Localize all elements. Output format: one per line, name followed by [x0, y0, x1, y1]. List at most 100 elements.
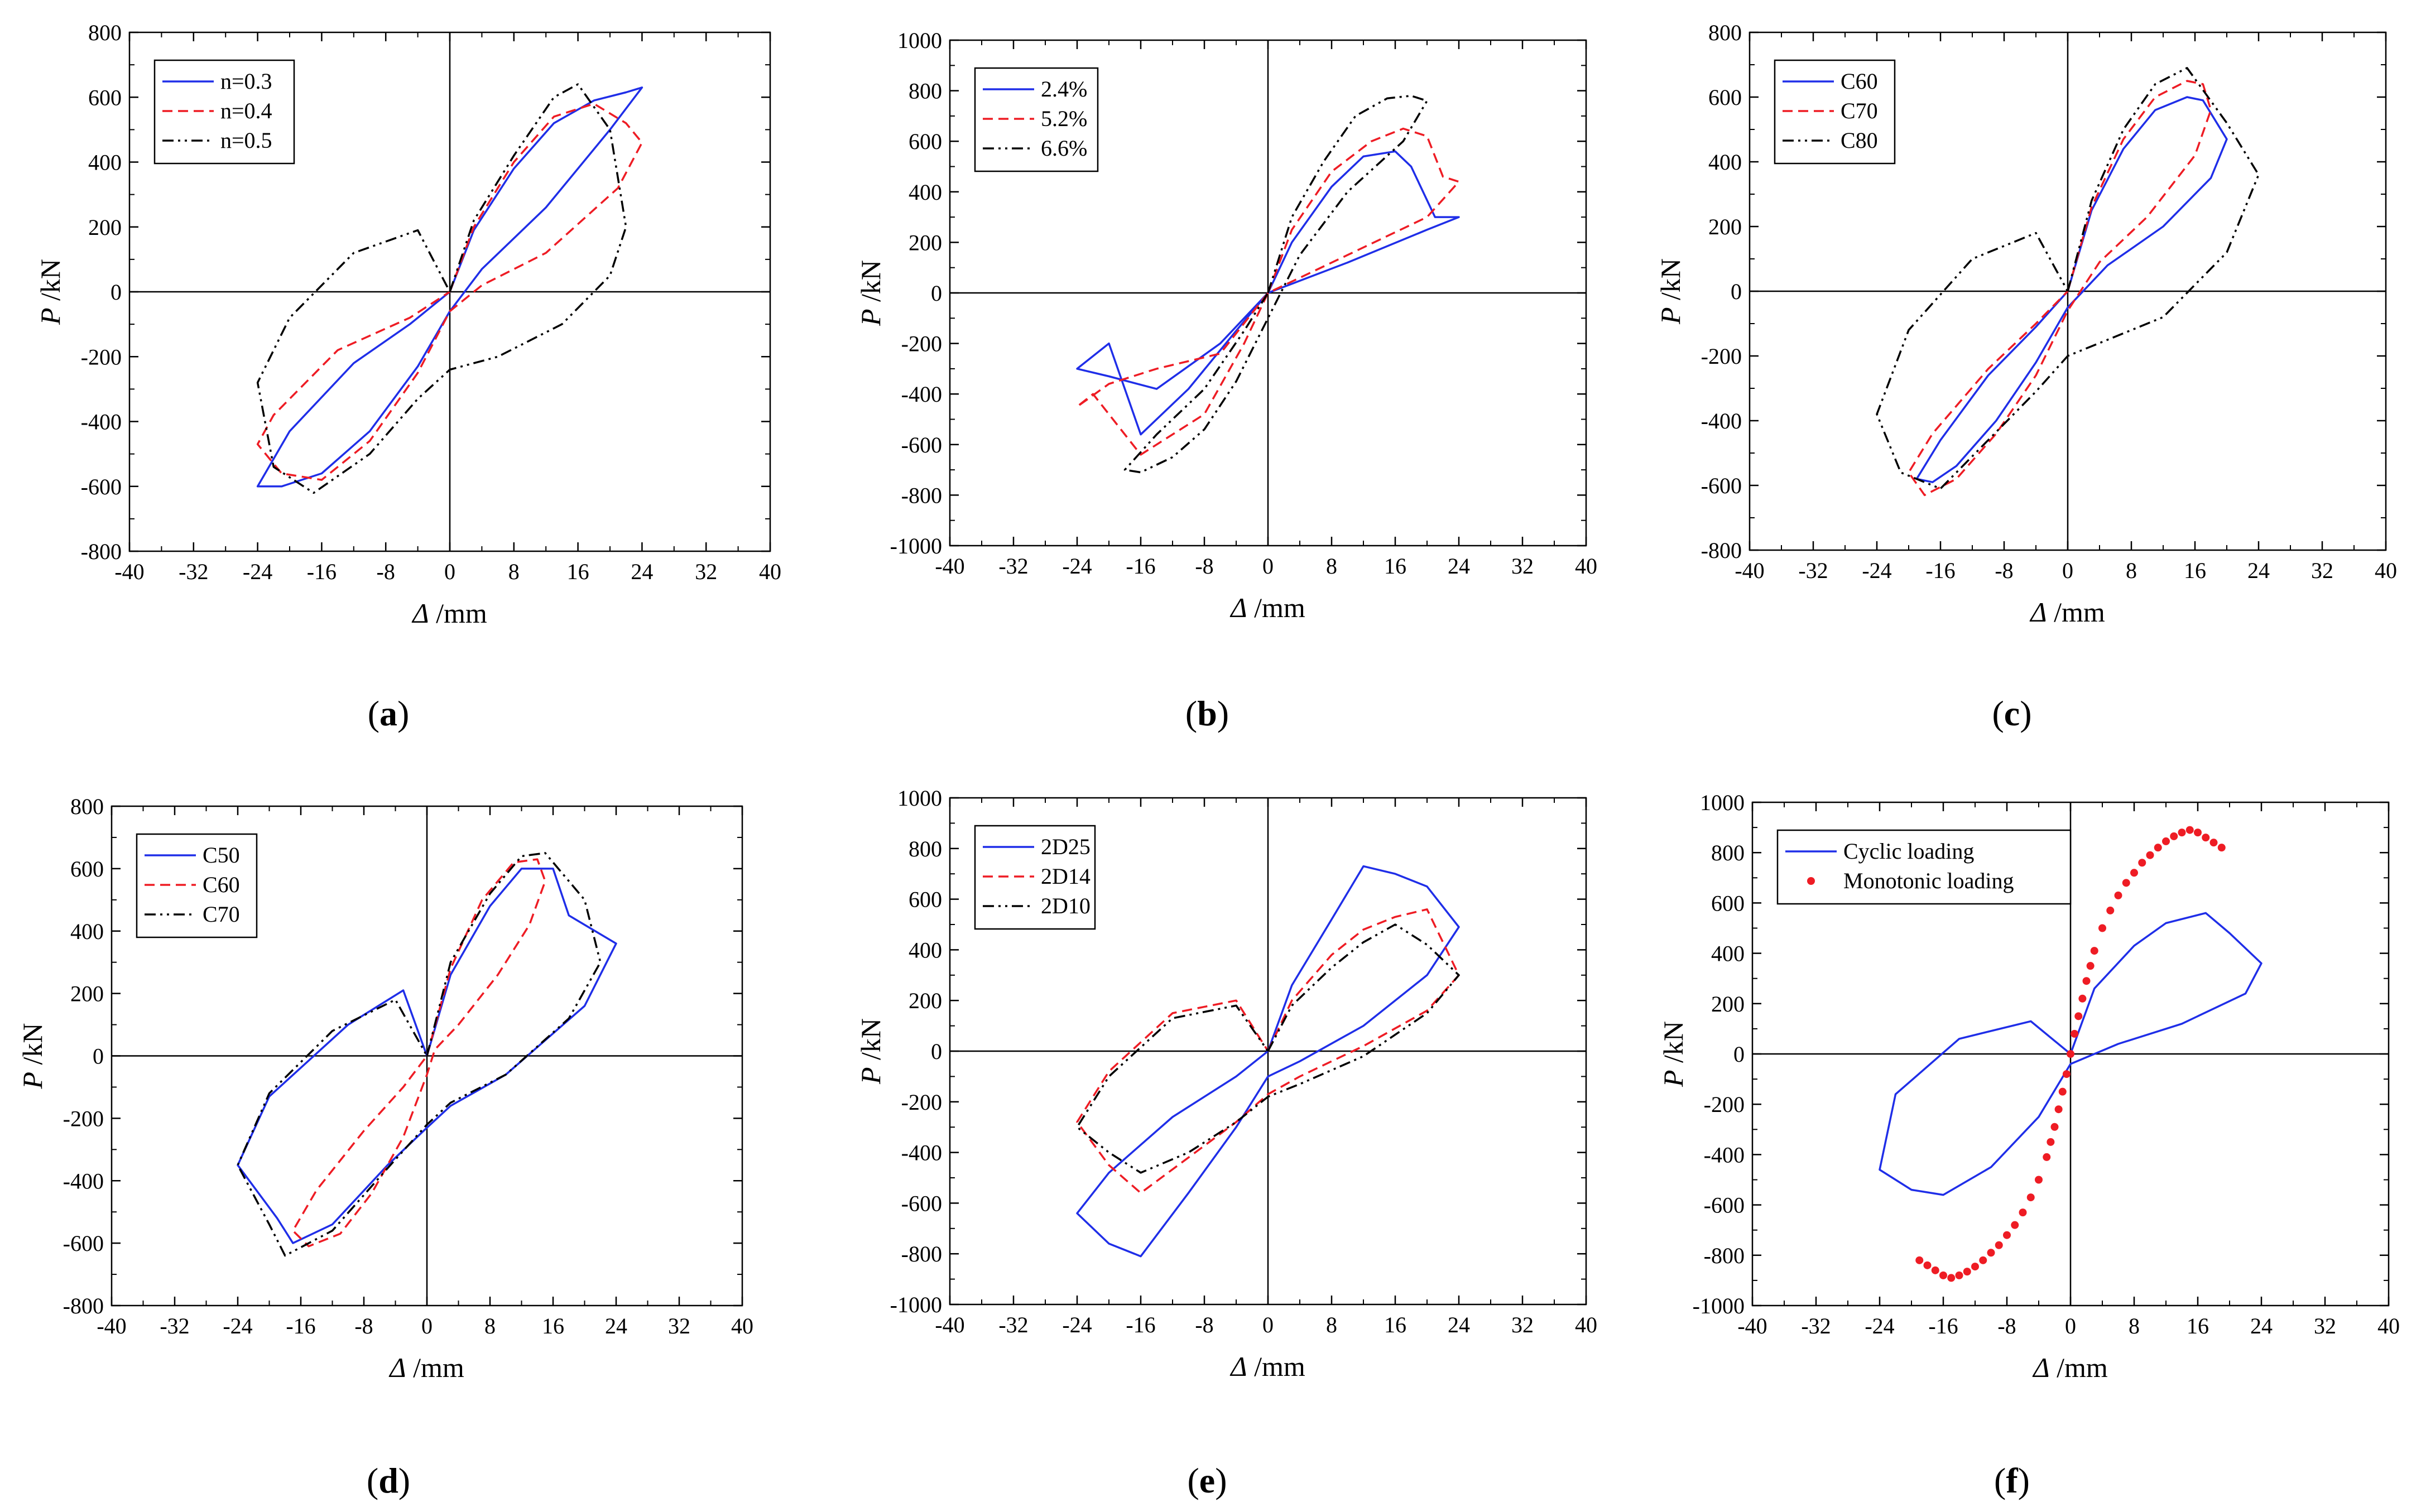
- x-tick-label: 16: [2184, 558, 2206, 583]
- panel-b: -40 -32 -24 -16 -8 0 8 16 24 32 40 -1000 -800 -600 -40…: [855, 28, 1597, 623]
- y-tick-label: -600: [901, 1191, 942, 1216]
- data-point: [1947, 1274, 1956, 1282]
- y-tick-label: 0: [93, 1044, 104, 1069]
- x-tick-label: 24: [1448, 1312, 1470, 1337]
- y-tick-label: 800: [1708, 20, 1742, 45]
- series-2-line: [256, 83, 627, 494]
- y-axis-symbol: P: [1655, 307, 1686, 325]
- data-point: [2154, 844, 2162, 852]
- data-point: [1955, 1271, 1963, 1279]
- x-tick-label: -24: [1865, 1313, 1894, 1338]
- paren-open: (: [1994, 1461, 2006, 1500]
- paren-close: ): [2020, 694, 2031, 733]
- y-tick-label: 200: [88, 215, 122, 240]
- y-axis-symbol: P: [855, 1067, 886, 1085]
- x-tick-label: -8: [354, 1313, 373, 1338]
- x-axis-unit: /mm: [2047, 596, 2105, 628]
- x-axis-symbol: Δ: [2032, 1352, 2049, 1383]
- data-point: [2098, 924, 2106, 932]
- data-point: [2146, 851, 2154, 859]
- x-tick-label: -24: [243, 559, 272, 584]
- y-tick-label: -800: [901, 1241, 942, 1267]
- y-tick-label: -600: [81, 474, 122, 499]
- y-tick-label: -800: [901, 483, 942, 508]
- y-tick-label: 800: [909, 79, 942, 104]
- x-tick-label: 24: [1448, 553, 1470, 579]
- x-tick-label: -40: [935, 553, 964, 579]
- data-point: [2217, 844, 2226, 852]
- y-tick-label: 1000: [1700, 790, 1745, 815]
- y-tick-label: -1000: [890, 1292, 942, 1317]
- paren-open: (: [1185, 694, 1197, 733]
- x-tick-label: 0: [444, 559, 455, 584]
- y-tick-label: -400: [63, 1168, 104, 1193]
- legend-label: n=0.3: [220, 69, 272, 94]
- data-point: [2209, 839, 2218, 847]
- series-2-line: [1123, 94, 1428, 474]
- y-tick-label: -1000: [890, 533, 942, 558]
- y-tick-label: 400: [70, 919, 104, 944]
- y-tick-label: -400: [1701, 408, 1742, 434]
- series-2-line: [237, 852, 602, 1257]
- legend-box: [1774, 59, 1896, 165]
- x-tick-label: 8: [2129, 1313, 2140, 1338]
- y-tick-label: -400: [901, 1140, 942, 1166]
- data-point: [2062, 1070, 2071, 1078]
- y-tick-label: 400: [1711, 941, 1745, 966]
- legend-label: 2D10: [1041, 893, 1091, 918]
- y-tick-label: 1000: [897, 786, 942, 811]
- legend-swatch: [1807, 877, 1815, 885]
- panel-letter: d: [378, 1461, 398, 1500]
- x-tick-label: -8: [1995, 558, 2013, 583]
- y-tick-label: 400: [909, 937, 942, 962]
- series-2-line: [1076, 923, 1460, 1174]
- panel-letter: e: [1199, 1461, 1215, 1500]
- x-tick-label: 0: [1262, 553, 1274, 579]
- y-tick-label: -800: [81, 539, 122, 564]
- y-tick-label: -600: [1704, 1193, 1745, 1218]
- panel-label: (f): [1994, 1461, 2030, 1500]
- x-tick-label: -8: [1195, 553, 1213, 579]
- y-tick-label: 0: [931, 1039, 942, 1064]
- panel-a: -40 -32 -24 -16 -8 0 8 16 24 32 40 -800 -600 -400 -200…: [35, 20, 781, 629]
- panel-f: -40 -32 -24 -16 -8 0 8 16 24 32 40 -1000 -800 -600 -40…: [1658, 790, 2400, 1383]
- x-tick-label: -16: [1928, 1313, 1958, 1338]
- data-point: [2026, 1193, 2035, 1202]
- data-point: [2122, 879, 2130, 887]
- y-axis-label: P /kN: [855, 260, 886, 326]
- y-tick-label: -1000: [1693, 1293, 1745, 1318]
- data-point: [2170, 832, 2178, 840]
- x-tick-label: 32: [695, 559, 717, 584]
- y-tick-label: -400: [1704, 1142, 1745, 1167]
- y-axis-label: P /kN: [35, 259, 66, 325]
- panel-letter: a: [380, 694, 397, 733]
- y-axis-unit: /kN: [855, 260, 886, 309]
- data-point: [2067, 1050, 2074, 1058]
- x-tick-label: 8: [484, 1313, 496, 1338]
- legend-label: n=0.4: [220, 98, 272, 123]
- panel-label: (a): [368, 694, 410, 733]
- data-point: [1987, 1249, 1995, 1257]
- y-axis-symbol: P: [17, 1072, 48, 1090]
- paren-open: (: [1187, 1461, 1199, 1500]
- x-axis-label: Δ /mm: [411, 598, 487, 629]
- legend-label: n=0.5: [220, 128, 272, 153]
- panel-c: -40 -32 -24 -16 -8 0 8 16 24 32 40 -800 -600 -400 -200…: [1655, 20, 2397, 628]
- x-tick-label: -24: [1862, 558, 1891, 583]
- y-tick-label: 0: [1733, 1042, 1745, 1067]
- legend-box: [974, 67, 1099, 172]
- series-0-line: [1076, 150, 1460, 436]
- data-point: [1931, 1266, 1939, 1274]
- data-point: [1995, 1241, 2003, 1249]
- x-tick-label: 8: [1326, 1312, 1337, 1337]
- y-tick-label: -600: [1701, 473, 1742, 498]
- legend-box: [974, 825, 1096, 930]
- y-tick-label: -200: [1701, 344, 1742, 369]
- x-tick-label: 16: [1384, 553, 1406, 579]
- paren-open: (: [367, 1461, 378, 1500]
- paren-close: ): [398, 1461, 410, 1500]
- legend-label: C60: [203, 872, 240, 897]
- y-tick-label: -200: [81, 344, 122, 369]
- y-tick-label: 200: [909, 988, 942, 1013]
- y-tick-label: -200: [1704, 1092, 1745, 1117]
